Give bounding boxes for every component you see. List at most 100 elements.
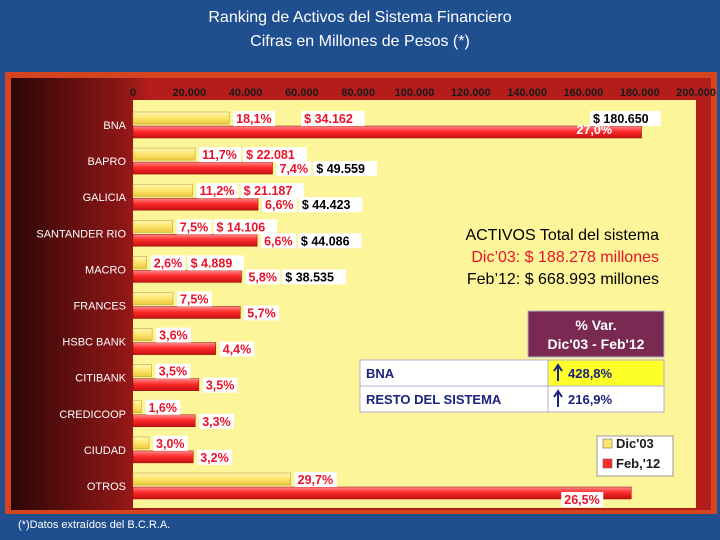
data-label-box	[155, 363, 191, 379]
bar-feb12	[132, 234, 258, 247]
category-label: BAPRO	[87, 156, 126, 168]
var-table-row-value: 216,9%	[568, 392, 613, 407]
data-label-box	[297, 233, 362, 249]
var-table-row-value: 428,8%	[568, 366, 613, 381]
share-label-feb12: 5,8%	[248, 270, 276, 284]
var-table-bna-value-cell	[547, 359, 665, 387]
category-label: FRANCES	[73, 301, 126, 313]
x-tick-label: 80.000	[341, 87, 375, 99]
data-label-box	[244, 305, 280, 321]
data-label-box	[156, 327, 191, 343]
category-label: GALICIA	[83, 192, 127, 204]
x-tick-label: 0	[130, 87, 136, 99]
bar-feb12	[132, 486, 632, 500]
data-label-box	[176, 291, 212, 307]
bar-dic03	[132, 364, 152, 377]
annotation-line1: ACTIVOS Total del sistema	[465, 227, 659, 244]
bar-dic03	[132, 472, 291, 486]
page-subtitle: Cifras en Millones de Pesos (*)	[250, 33, 470, 50]
bar-feb12	[132, 342, 217, 355]
share-label-dic03: 29,7%	[298, 473, 333, 487]
variation-table: % Var. Dic'03 - Feb'12 BNA RESTO DEL SIS…	[359, 310, 665, 413]
bar-feb12	[132, 450, 194, 464]
data-label-box	[298, 197, 363, 213]
category-label: HSBC BANK	[62, 337, 126, 349]
category-label: OTROS	[87, 481, 126, 493]
legend-label: Dic'03	[616, 436, 654, 451]
header-bar	[0, 0, 720, 66]
share-label-feb12: 26,5%	[564, 493, 599, 507]
data-label-box	[261, 233, 296, 249]
share-label-dic03: 11,7%	[202, 148, 237, 162]
amount-label-feb12: $ 49.559	[316, 162, 365, 176]
bar-dic03	[132, 147, 196, 161]
bar-feb12	[132, 197, 259, 211]
share-label-dic03: 3,5%	[159, 365, 188, 379]
x-tick-label: 20.000	[172, 87, 206, 99]
data-label-box	[233, 111, 276, 126]
var-table-row-label: RESTO DEL SISTEMA	[366, 392, 502, 407]
data-label-box	[245, 269, 281, 285]
annotation-line2: Dic’03: $ 188.278 millones	[471, 249, 659, 266]
legend-swatch-dic03	[602, 438, 613, 449]
data-label-box	[196, 183, 239, 199]
bar-dic03	[132, 292, 174, 305]
data-label-box	[197, 449, 233, 465]
bar-dic03	[132, 328, 153, 341]
bar-dic03	[132, 256, 148, 269]
var-table-header-line1: % Var.	[575, 317, 616, 333]
x-tick-label: 40.000	[229, 87, 263, 99]
amount-label-dic03: $ 34.162	[304, 112, 353, 126]
category-label: SANTANDER RIO	[36, 228, 126, 240]
share-label-feb12: 6,6%	[265, 198, 294, 212]
share-label-dic03: 11,2%	[200, 184, 235, 198]
data-label-box	[240, 183, 305, 199]
x-tick-label: 120.000	[451, 87, 491, 99]
bar-dic03	[132, 400, 142, 414]
bar-dic03	[132, 220, 173, 233]
data-label-box	[262, 197, 297, 213]
bar-dic03	[132, 111, 230, 125]
share-label-feb12: 6,6%	[264, 234, 293, 248]
data-label-box	[176, 219, 212, 235]
data-label-box	[213, 219, 278, 235]
bar-dic03	[132, 436, 150, 450]
category-label: BNA	[103, 120, 126, 132]
share-label-feb12: 3,5%	[206, 379, 235, 393]
bar-feb12	[132, 378, 200, 391]
data-label-box	[199, 147, 242, 163]
share-label-feb12: 3,2%	[200, 451, 229, 465]
bar-feb12	[132, 125, 642, 139]
bar-feb12	[132, 161, 273, 175]
category-label: CREDICOOP	[59, 409, 126, 421]
share-label-dic03: 1,6%	[148, 401, 177, 415]
data-label-box	[590, 111, 661, 126]
share-label-dic03: 7,5%	[180, 220, 209, 234]
data-label-box	[243, 147, 307, 163]
x-tick-label: 160.000	[564, 87, 604, 99]
data-label-box	[301, 111, 365, 126]
x-tick-label: 100.000	[395, 87, 435, 99]
var-table-header-cell	[527, 310, 665, 358]
data-label-box	[187, 255, 244, 271]
data-label-box	[145, 399, 181, 415]
amount-label-dic03: $ 14.106	[217, 220, 266, 234]
amount-label-dic03: $ 22.081	[246, 148, 295, 162]
share-label-dic03: 2,6%	[154, 256, 183, 270]
share-label-dic03: 7,5%	[180, 293, 209, 307]
amount-label-feb12: $ 180.650	[593, 112, 649, 126]
share-label-feb12: 4,4%	[223, 343, 252, 357]
bar-dic03	[132, 183, 193, 197]
category-label: CIUDAD	[84, 445, 126, 457]
data-label-box	[282, 269, 346, 285]
data-label-box	[202, 377, 238, 393]
legend-swatch-feb12	[602, 458, 613, 469]
amount-label-dic03: $ 21.187	[244, 184, 293, 198]
data-label-box	[153, 435, 188, 451]
up-arrow-icon	[553, 389, 563, 407]
share-label-feb12: 5,7%	[247, 307, 276, 321]
x-tick-label: 140.000	[507, 87, 547, 99]
bar-feb12	[132, 414, 196, 428]
amount-label-feb12: $ 44.423	[302, 198, 351, 212]
bar-feb12	[132, 306, 241, 319]
